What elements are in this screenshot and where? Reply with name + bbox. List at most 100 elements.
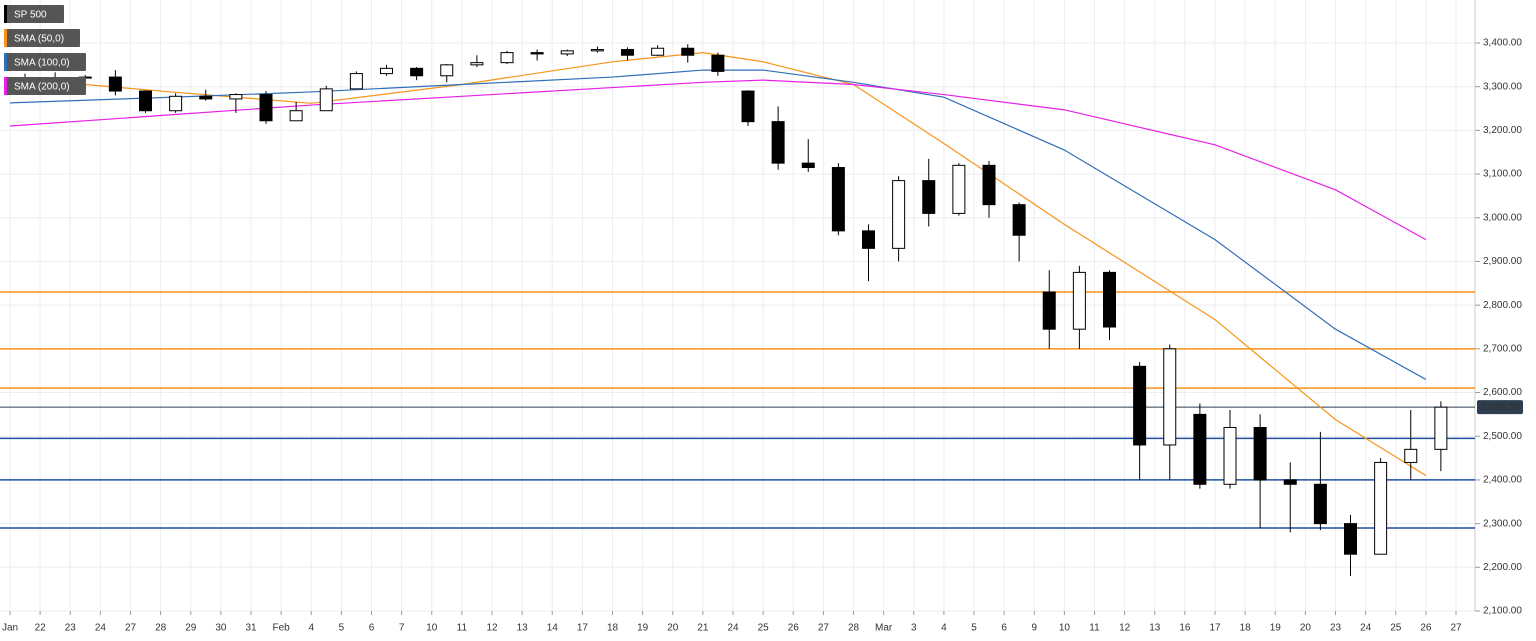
candle-body — [1404, 448, 1418, 463]
x-tick-label: 28 — [848, 623, 860, 634]
x-tick-label: 24 — [727, 623, 739, 634]
y-tick-label: 2,500.00 — [1483, 431, 1522, 442]
y-tick-label: 2,300.00 — [1483, 518, 1522, 529]
x-tick-label: 23 — [65, 623, 77, 634]
x-tick-label: 20 — [667, 623, 679, 634]
candle-body — [1253, 426, 1267, 481]
y-tick-label: 2,700.00 — [1483, 343, 1522, 354]
x-tick-label: 9 — [1031, 623, 1037, 634]
legend-box — [4, 53, 86, 71]
x-tick-label: 3 — [911, 623, 917, 634]
sma-line — [9, 69, 1427, 380]
y-tick-label: 3,200.00 — [1483, 125, 1522, 136]
candle-body — [470, 62, 484, 66]
candle-body — [1434, 406, 1448, 450]
x-tick-label: 27 — [125, 623, 137, 634]
candle-body — [711, 54, 725, 72]
x-tick-label: Feb — [273, 623, 291, 634]
y-tick-label: 2,900.00 — [1483, 256, 1522, 267]
legend-label: SMA (200,0) — [14, 82, 70, 93]
x-tick-label: 24 — [1360, 623, 1372, 634]
candle-body — [862, 230, 875, 249]
candle-body — [952, 164, 966, 214]
sma-line — [9, 52, 1427, 477]
candle-body — [259, 94, 273, 122]
x-tick-label: 4 — [941, 623, 947, 634]
sma-line — [9, 79, 1427, 241]
x-tick-label: 16 — [1179, 623, 1191, 634]
candle-body — [229, 94, 243, 100]
candle-body — [1012, 204, 1026, 236]
y-tick-label: 3,000.00 — [1483, 212, 1522, 223]
candle-body — [410, 67, 424, 77]
y-tick-label: 2,200.00 — [1483, 562, 1522, 573]
candle-body — [1163, 348, 1177, 446]
x-tick-label: 14 — [547, 623, 559, 634]
candle-body — [199, 95, 213, 100]
x-tick-label: 13 — [1149, 623, 1161, 634]
x-tick-label: 24 — [95, 623, 107, 634]
x-tick-label: 19 — [1270, 623, 1282, 634]
candle-body — [892, 180, 906, 249]
x-tick-label: 12 — [1119, 623, 1131, 634]
x-tick-label: 11 — [457, 623, 468, 634]
legend-box — [4, 29, 80, 47]
x-tick-label: 19 — [637, 623, 649, 634]
x-tick-label: 26 — [1420, 623, 1432, 634]
candle-body — [982, 164, 996, 206]
x-tick-label: 10 — [426, 623, 438, 634]
candle-body — [560, 50, 574, 55]
x-tick-label: 30 — [215, 623, 227, 634]
y-tick-label: 2,100.00 — [1483, 606, 1522, 617]
candle-body — [319, 88, 333, 112]
x-tick-label: 26 — [788, 623, 800, 634]
x-tick-label: 25 — [758, 623, 770, 634]
x-tick-label: 10 — [1059, 623, 1071, 634]
candle-body — [1283, 479, 1297, 485]
candle-body — [771, 121, 785, 164]
legend-swatch — [4, 77, 7, 95]
candle-body — [681, 47, 695, 56]
legend-label: SMA (50,0) — [14, 34, 64, 45]
legend-box — [4, 77, 86, 95]
y-tick-label: 3,300.00 — [1483, 81, 1522, 92]
x-tick-label: 6 — [369, 623, 375, 634]
candle-body — [1072, 271, 1086, 330]
candle-body — [139, 90, 152, 112]
candle-body — [1133, 365, 1147, 446]
candle-body — [1042, 291, 1056, 330]
legend-box — [4, 5, 64, 23]
legend-label: SP 500 — [14, 10, 47, 21]
x-tick-label: 27 — [818, 623, 830, 634]
x-tick-label: 18 — [1240, 623, 1252, 634]
x-tick-label: 12 — [486, 623, 498, 634]
y-tick-label: 3,400.00 — [1483, 38, 1522, 49]
x-tick-label: 4 — [308, 623, 314, 634]
price-tag — [1477, 400, 1523, 415]
x-tick-label: 11 — [1089, 623, 1100, 634]
x-tick-label: 22 — [35, 623, 47, 634]
x-tick-label: 13 — [517, 623, 529, 634]
candle-body — [831, 167, 845, 232]
x-tick-label: 5 — [339, 623, 345, 634]
x-tick-label: 17 — [577, 623, 589, 634]
candle-body — [590, 49, 604, 52]
legend-swatch — [4, 5, 7, 23]
legend: SP 500 SMA (50,0) SMA (100,0) SMA (200,0) — [4, 5, 86, 95]
candle-body — [1313, 483, 1327, 525]
x-tick-label: 28 — [155, 623, 167, 634]
candle-body — [1103, 271, 1116, 328]
legend-swatch — [4, 53, 7, 71]
candle-body — [741, 90, 755, 123]
candle-body — [621, 49, 634, 56]
x-tick-label: 7 — [399, 623, 405, 634]
candle-body — [1344, 523, 1357, 555]
y-tick-label: 2,800.00 — [1483, 300, 1522, 311]
candle-body — [380, 67, 393, 75]
candle-body — [922, 180, 936, 214]
candle-body — [500, 52, 514, 64]
candle-body — [349, 73, 363, 90]
legend-swatch — [4, 29, 7, 47]
